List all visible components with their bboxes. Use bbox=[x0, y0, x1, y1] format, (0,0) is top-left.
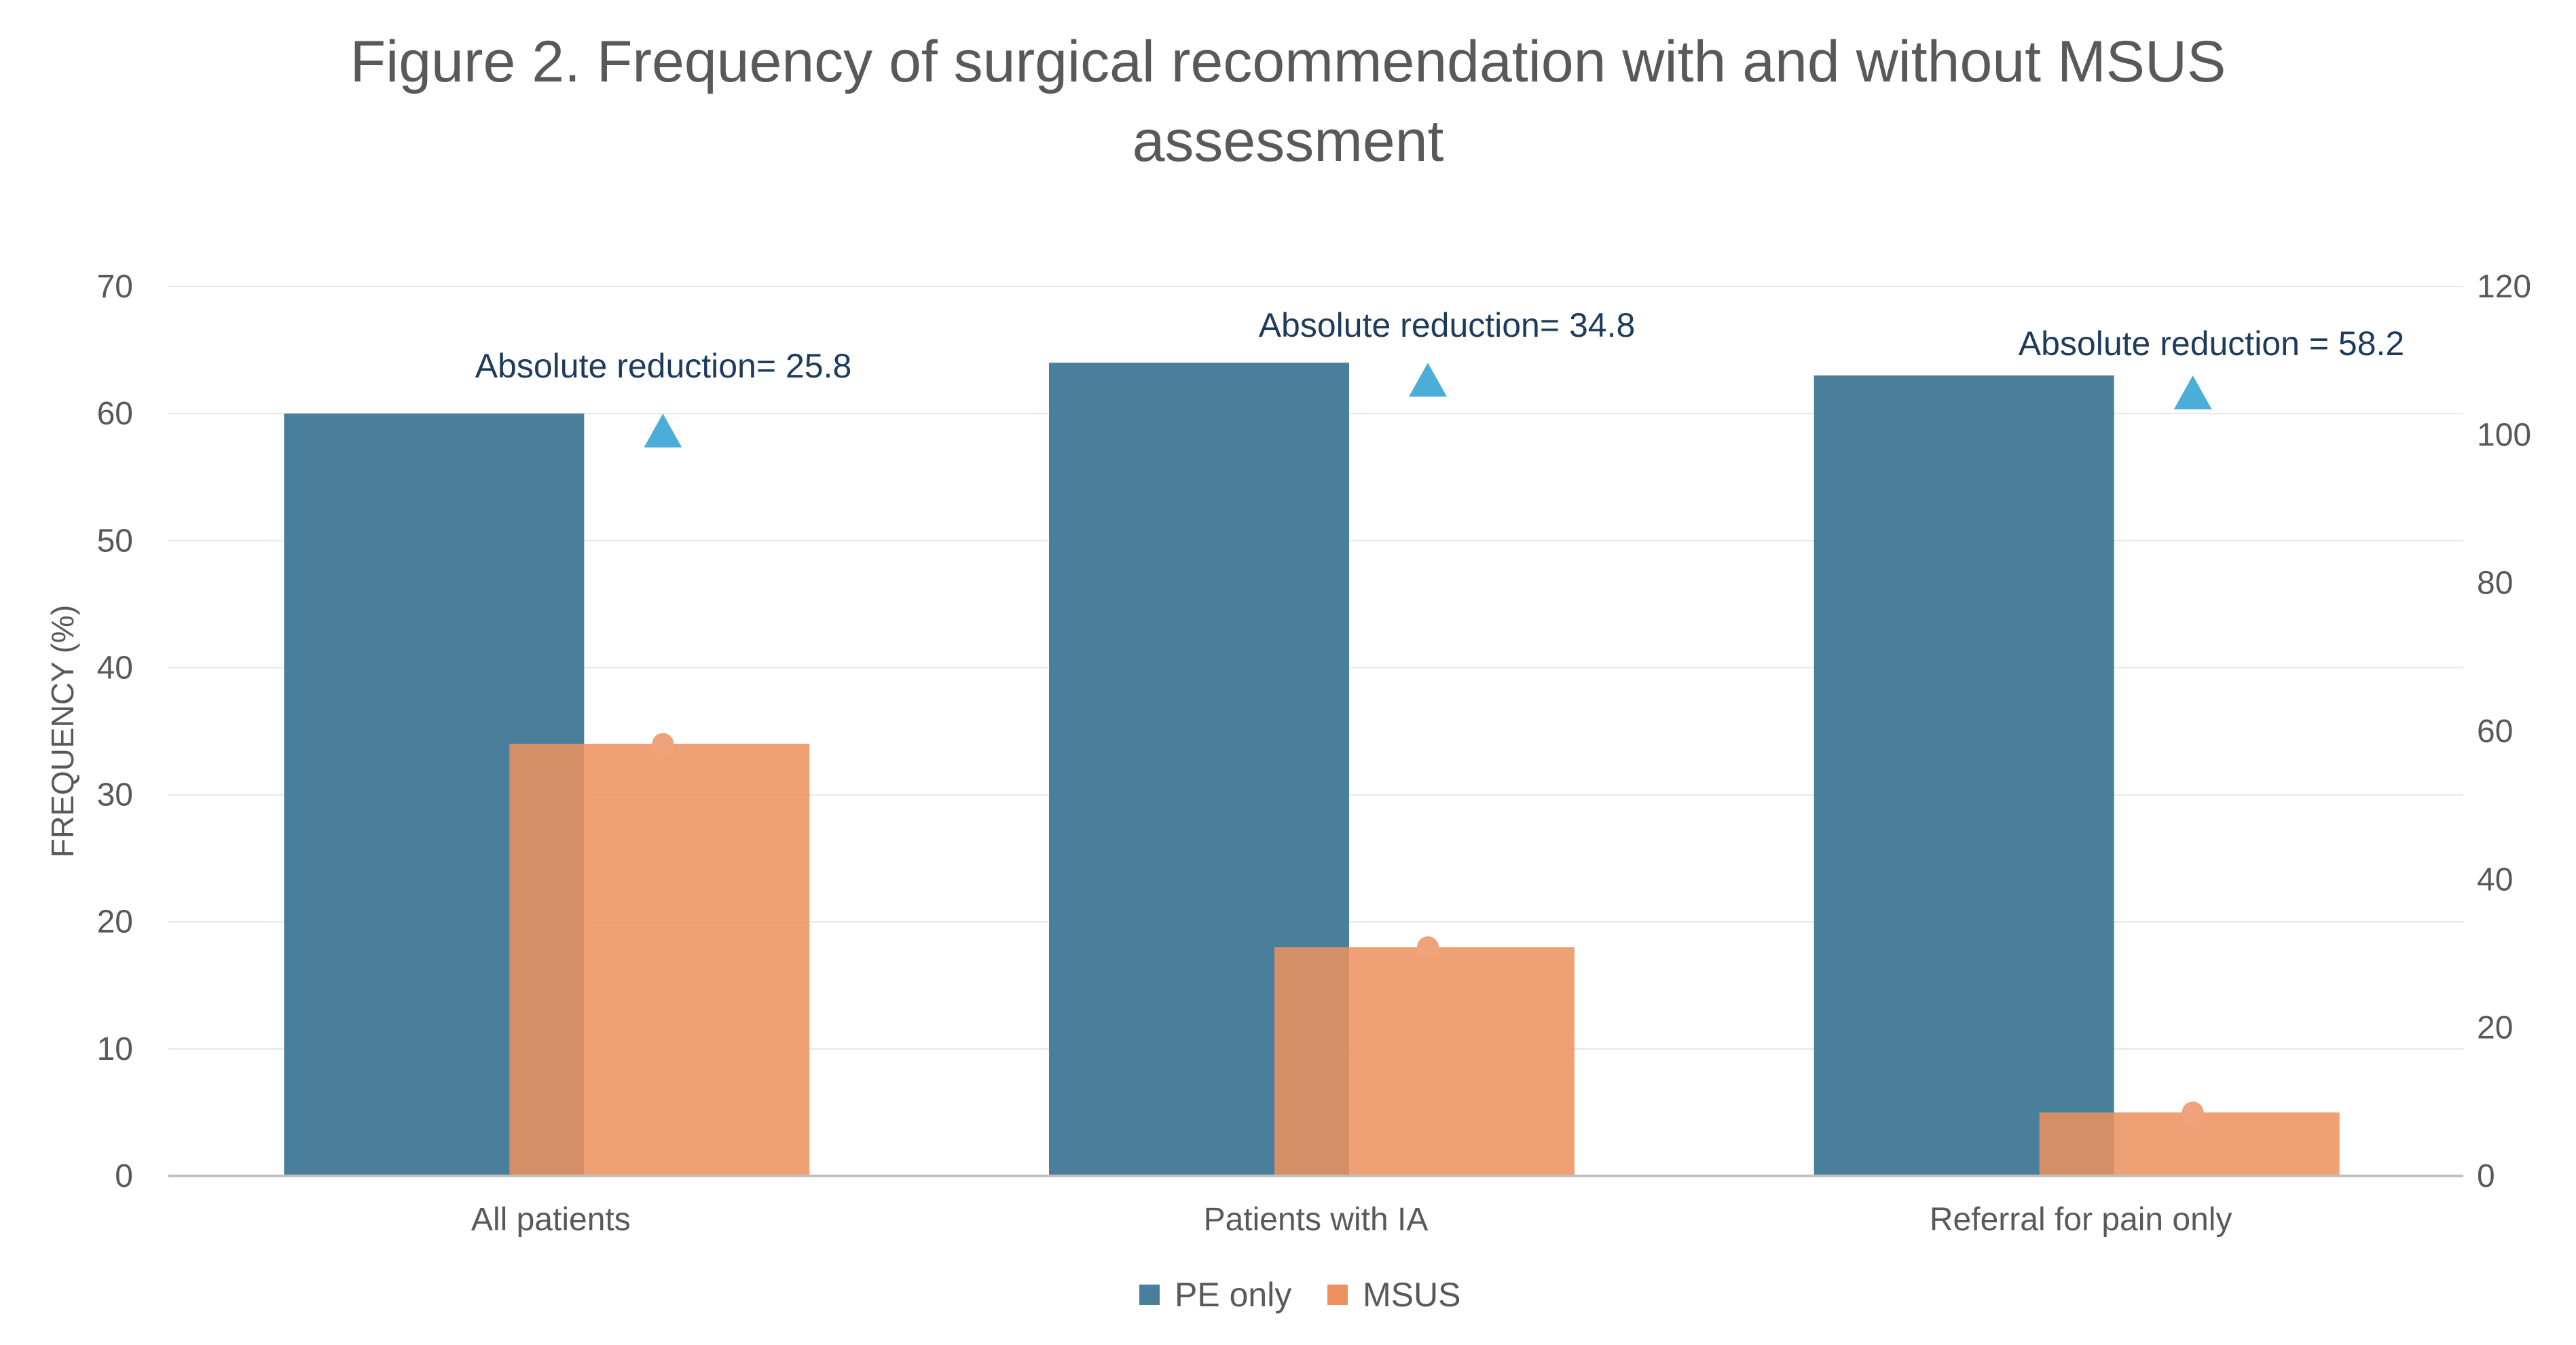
chart-title-line: Figure 2. Frequency of surgical recommen… bbox=[350, 29, 2226, 94]
reduction-arrow-start-dot bbox=[652, 733, 674, 755]
y-tick-label: 20 bbox=[97, 904, 133, 940]
reduction-arrow-start-dot bbox=[2182, 1101, 2204, 1124]
reduction-arrow-start-dot bbox=[1417, 936, 1439, 959]
y2-tick-label: 20 bbox=[2477, 1010, 2513, 1046]
annotation-label: Absolute reduction= 25.8 bbox=[475, 347, 852, 385]
legend-label: MSUS bbox=[1363, 1276, 1460, 1314]
reduction-arrow-head bbox=[2173, 375, 2212, 409]
y2-tick-label: 40 bbox=[2477, 862, 2513, 898]
y-axis-title: FREQUENCY (%) bbox=[45, 605, 80, 858]
y2-tick-label: 100 bbox=[2477, 417, 2531, 453]
y2-tick-label: 0 bbox=[2477, 1158, 2495, 1194]
x-tick-label: Referral for pain only bbox=[1930, 1202, 2232, 1238]
y-tick-label: 70 bbox=[97, 269, 133, 305]
y-tick-label: 0 bbox=[115, 1158, 133, 1194]
annotation-label: Absolute reduction = 58.2 bbox=[2019, 325, 2404, 363]
x-tick-label: All patients bbox=[471, 1202, 631, 1238]
legend-swatch bbox=[1139, 1285, 1160, 1305]
legend-swatch bbox=[1327, 1285, 1348, 1305]
bar-msus bbox=[509, 743, 810, 1176]
y2-tick-label: 60 bbox=[2477, 714, 2513, 750]
legend-label: PE only bbox=[1175, 1276, 1291, 1314]
chart-title-line: assessment bbox=[1133, 109, 1444, 174]
bar-pe-only bbox=[1814, 375, 2114, 1176]
y-tick-label: 40 bbox=[97, 650, 133, 686]
y-tick-label: 50 bbox=[97, 523, 133, 559]
y-tick-label: 60 bbox=[97, 396, 133, 432]
y-tick-label: 10 bbox=[97, 1031, 133, 1067]
y2-tick-label: 120 bbox=[2477, 269, 2531, 305]
bar-msus bbox=[2039, 1112, 2340, 1176]
x-tick-label: Patients with IA bbox=[1204, 1202, 1429, 1238]
reduction-arrow-head bbox=[644, 413, 682, 448]
y2-tick-label: 80 bbox=[2477, 566, 2513, 602]
bar-msus bbox=[1274, 947, 1575, 1176]
y-tick-label: 30 bbox=[97, 777, 133, 813]
annotation-label: Absolute reduction= 34.8 bbox=[1259, 306, 1636, 344]
reduction-arrow-head bbox=[1409, 363, 1447, 397]
